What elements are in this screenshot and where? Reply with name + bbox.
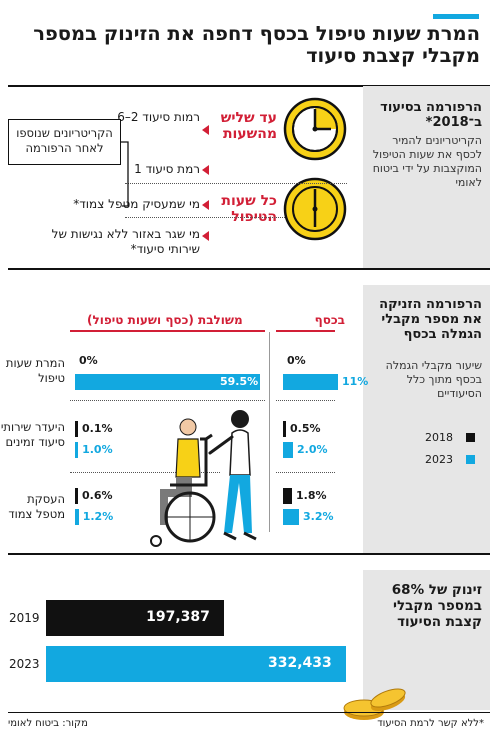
headline: המרת שעות טיפול בכסף דחפה את הזינוק במספ… <box>33 22 480 67</box>
value-label-combined-2023-1: 1.0% <box>82 443 113 456</box>
cat-no-services: היעדר שירותי סיעוד זמינים <box>0 420 65 449</box>
bar-money-2018-2 <box>283 488 292 504</box>
row-levels-2-6: רמות סיעוד 2–6 <box>117 110 200 124</box>
bar-combined-2023-2 <box>75 509 79 525</box>
col-money-rule <box>276 330 335 332</box>
recipients-value-2019: 197,387 <box>146 609 210 625</box>
section-rule <box>8 268 490 270</box>
chart-panel: הרפורמה הזניקה את מספר מקבלי הגמלה בכסף … <box>363 285 490 553</box>
cat-caregiver: העסקת מטפל צמוד <box>8 492 65 521</box>
bar-money-2018-1 <box>283 421 286 437</box>
legend-2018: 2018 <box>425 431 453 444</box>
reform-title: הרפורמה בסיעוד ב־2018* <box>380 100 482 130</box>
section-rule-top <box>8 85 490 87</box>
value-label-combined-2018-1: 0.1% <box>82 422 113 435</box>
divider <box>70 472 220 473</box>
divider <box>70 400 265 401</box>
clock-icon <box>283 97 347 161</box>
recipients-bar-2023 <box>46 646 346 682</box>
bar-money-2023-1 <box>283 442 293 458</box>
reform-body: הקריטריונים להמיר לכסף את שעות הטיפול המ… <box>372 134 482 189</box>
pointer-icon <box>202 165 209 175</box>
legend-2018-swatch <box>466 433 475 442</box>
divider <box>276 472 335 473</box>
col-money: בכסף <box>314 313 345 327</box>
value-label-money-2018-1: 0.5% <box>290 422 321 435</box>
cat-convert-hours: המרת שעות טיפול <box>5 356 65 385</box>
value-label-money-2023-2: 3.2% <box>303 510 334 523</box>
value-label-combined-2023-2: 1.2% <box>82 510 114 523</box>
group-label-third: עד שליש מהשעות <box>220 110 277 142</box>
recipients-bar-2019 <box>46 600 225 636</box>
bar-combined-2018-1 <box>75 421 78 437</box>
year-2019: 2019 <box>9 611 40 625</box>
row-level-1: רמת סיעוד 1 <box>134 162 200 176</box>
source-note: מקור: ביטוח לאומי <box>8 718 88 729</box>
recipients-title: זינוק של 68% במספר מקבלי קצבת הסיעוד <box>391 582 482 630</box>
recipients-value-2023: 332,433 <box>268 655 332 671</box>
pointer-icon <box>202 231 209 241</box>
value-label-money-2023-1: 2.0% <box>297 443 328 456</box>
value-label-money-2018-2: 1.8% <box>296 489 327 502</box>
recipients-panel: זינוק של 68% במספר מקבלי קצבת הסיעוד <box>363 570 490 710</box>
bar-combined-2018-2 <box>75 488 78 504</box>
chart-subtitle: שיעור מקבלי הגמלה בכסף מתוך כלל הסיעודיי… <box>385 359 482 400</box>
bar-combined-2023-0 <box>75 374 260 390</box>
bar-combined-2023-1 <box>75 442 79 458</box>
value-label-money-2023-0: 11% <box>342 375 369 388</box>
col-combined: משולבת (כסף ושעות טיפול) <box>87 313 243 327</box>
col-combined-rule <box>70 330 265 332</box>
pointer-icon <box>202 125 209 135</box>
footer-rule <box>8 712 490 713</box>
divider <box>125 183 347 184</box>
accent-bar <box>433 14 479 19</box>
section-rule <box>8 553 490 555</box>
bar-money-2023-2 <box>283 509 299 525</box>
divider <box>276 400 335 401</box>
col-separator <box>269 332 270 532</box>
new-criteria-callout: הקריטריונים שנוספו לאחר הרפורמה <box>8 119 121 165</box>
chart-title: הרפורמה הזניקה את מספר מקבלי הגמלה בכסף <box>379 297 482 342</box>
value-label-money-2018-0: 0% <box>287 354 306 367</box>
callout-bracket <box>121 141 129 207</box>
value-label-combined-2018-2: 0.6% <box>82 489 113 502</box>
value-label-combined-2018-0: 0% <box>79 354 98 367</box>
value-label-combined-2023-0: 59.5% <box>220 375 259 388</box>
full-clock-icon <box>283 177 347 241</box>
wheelchair-illustration <box>150 410 257 547</box>
divider <box>125 217 285 218</box>
legend-2023: 2023 <box>425 453 453 466</box>
year-2023: 2023 <box>9 657 40 671</box>
pointer-icon <box>202 200 209 210</box>
footnote: *ללא קשר לרמת הסיעוד <box>377 718 484 729</box>
row-caregiver: מי שמעסיק מטפל צמוד* <box>73 197 200 211</box>
reform-panel: הרפורמה בסיעוד ב־2018* הקריטריונים להמיר… <box>363 86 490 268</box>
bar-money-2023-0 <box>283 374 338 390</box>
row-no-services: מי שגר באזור ללא נגישות של שירותי סיעוד* <box>51 227 200 256</box>
legend-2023-swatch <box>466 455 475 464</box>
